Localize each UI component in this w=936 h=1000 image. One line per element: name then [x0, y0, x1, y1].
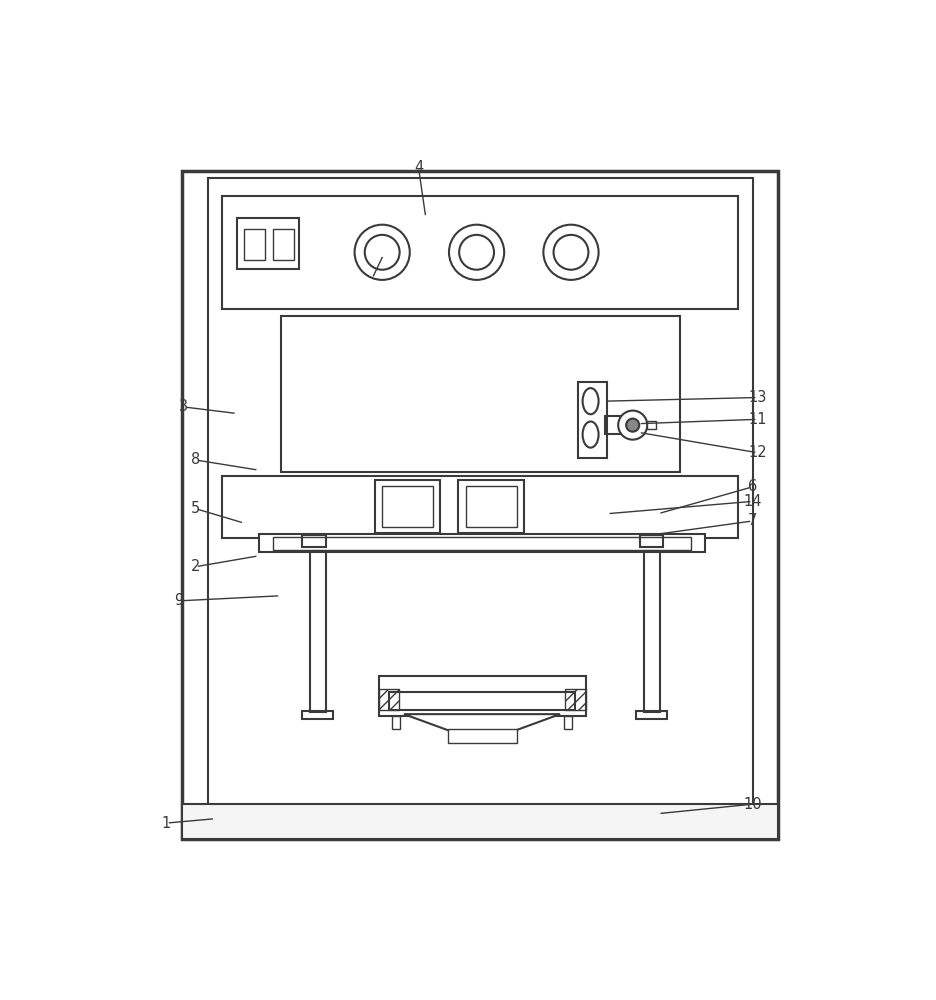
- Bar: [183, 171, 777, 839]
- Bar: [208, 178, 752, 814]
- Bar: [237, 218, 299, 269]
- Text: 11: 11: [748, 412, 766, 427]
- Circle shape: [543, 225, 598, 280]
- Text: 4: 4: [414, 160, 423, 175]
- Ellipse shape: [582, 388, 598, 414]
- Bar: [302, 711, 332, 719]
- Circle shape: [553, 235, 588, 270]
- Text: 12: 12: [748, 445, 766, 460]
- Text: 3: 3: [179, 399, 188, 414]
- Circle shape: [459, 235, 493, 270]
- Bar: [458, 480, 523, 533]
- Text: 6: 6: [747, 479, 756, 494]
- Bar: [389, 692, 574, 710]
- Circle shape: [625, 419, 638, 432]
- Bar: [643, 551, 659, 712]
- Text: 2: 2: [191, 559, 200, 574]
- Text: 8: 8: [191, 452, 200, 467]
- Circle shape: [448, 225, 504, 280]
- Text: 13: 13: [748, 390, 766, 405]
- Text: 1: 1: [162, 816, 171, 831]
- Bar: [222, 196, 738, 309]
- Bar: [447, 729, 516, 743]
- Text: 5: 5: [191, 501, 200, 516]
- Bar: [222, 476, 738, 538]
- Bar: [578, 382, 607, 458]
- Bar: [605, 416, 639, 434]
- Circle shape: [354, 225, 409, 280]
- Bar: [563, 716, 572, 729]
- Bar: [280, 316, 680, 472]
- Text: 9: 9: [174, 593, 183, 608]
- Bar: [309, 551, 325, 712]
- Text: 14: 14: [742, 494, 761, 509]
- Text: 7: 7: [747, 513, 756, 528]
- Bar: [382, 486, 432, 527]
- Bar: [273, 229, 293, 260]
- Ellipse shape: [582, 421, 598, 448]
- Bar: [302, 535, 325, 547]
- Bar: [244, 229, 264, 260]
- Bar: [378, 689, 399, 710]
- Bar: [636, 711, 666, 719]
- Bar: [273, 537, 690, 550]
- Bar: [378, 676, 585, 716]
- Circle shape: [364, 235, 399, 270]
- Bar: [564, 689, 585, 710]
- Bar: [258, 534, 705, 552]
- Bar: [465, 486, 516, 527]
- Bar: [391, 716, 400, 729]
- Circle shape: [618, 411, 647, 440]
- Bar: [647, 421, 655, 429]
- Bar: [183, 804, 777, 839]
- Polygon shape: [403, 714, 560, 730]
- Bar: [639, 535, 663, 547]
- Bar: [374, 480, 440, 533]
- Text: 10: 10: [742, 797, 761, 812]
